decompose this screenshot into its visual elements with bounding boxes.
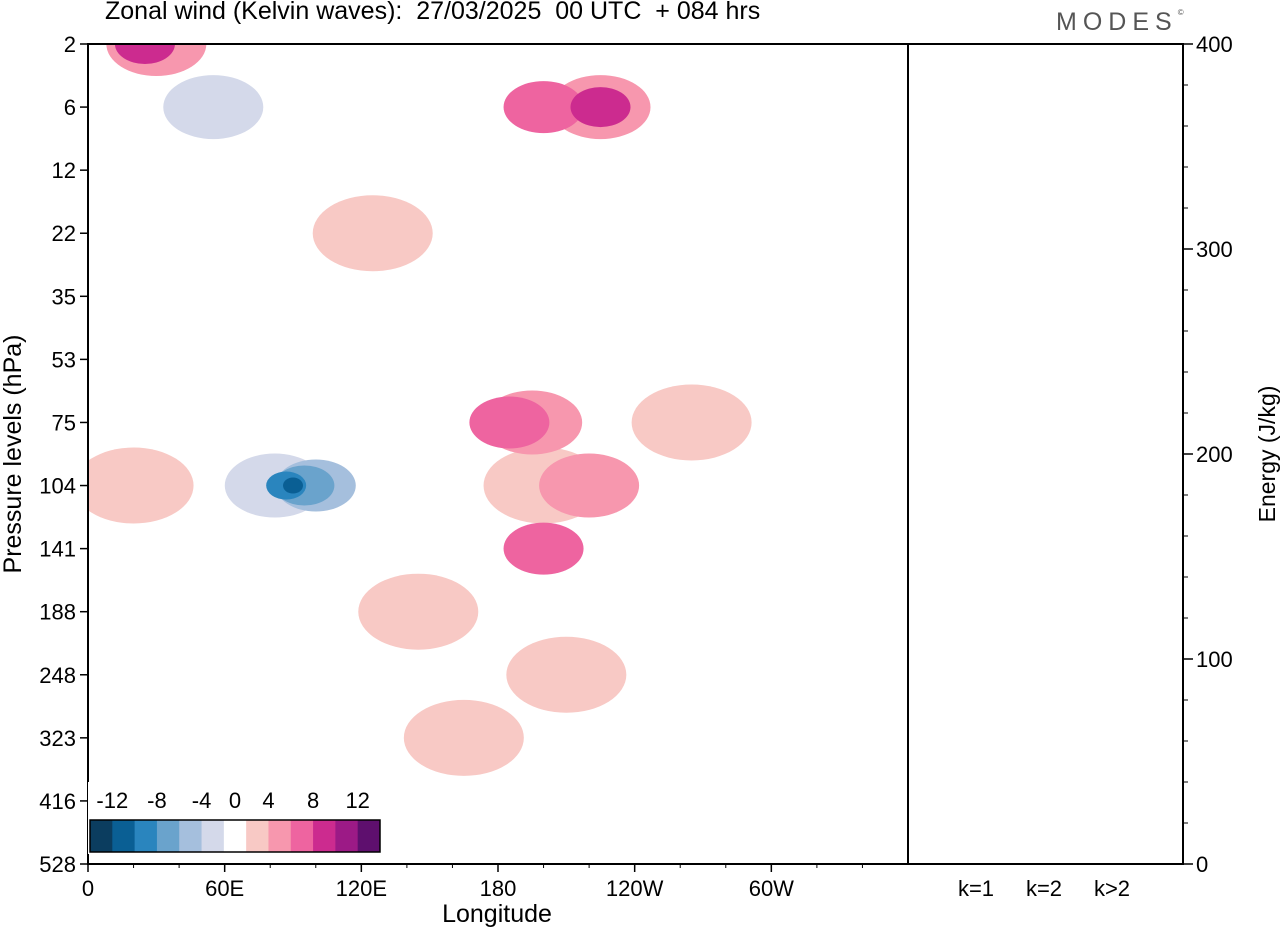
colorbar-swatch [156,820,180,852]
colorbar-swatch [313,820,336,852]
heatmap-cell [278,636,399,713]
y-tick-label: 141 [39,537,76,562]
heatmap-cell [403,699,524,776]
colorbar-label: -12 [96,788,128,813]
y-tick-label: 248 [39,663,76,688]
y-tick-label: 35 [52,284,76,309]
colorbar-label: -8 [147,788,167,813]
energy-category-label: k>2 [1094,876,1130,901]
energy-frame [907,43,1184,865]
energy-bar [1090,863,1134,865]
heatmap-cell [503,522,584,575]
heatmap-cell [187,510,308,587]
chart-title: Zonal wind (Kelvin waves): 27/03/2025 00… [105,0,761,25]
energy-tick-label: 0 [1196,852,1208,877]
colorbar-label: 8 [307,788,319,813]
energy-tick-label: 100 [1196,647,1233,672]
colorbar-swatch [112,820,136,852]
y-tick-label: 188 [39,600,76,625]
colorbar-swatch [134,820,158,852]
heatmap-cell [283,477,303,494]
energy-tick-label: 300 [1196,237,1233,262]
x-tick-label: 120W [606,876,664,901]
heatmap-cell [88,447,194,524]
heatmap-cell [539,453,640,518]
brand-mark: © [1177,8,1184,17]
heatmap-field [88,44,877,776]
colorbar-label: 4 [262,788,274,813]
energy-category-label: k=2 [1026,876,1062,901]
heatmap-cell [358,573,479,650]
colorbar-swatch [201,820,225,852]
heatmap-cell [369,321,490,398]
heatmap-cell [756,573,877,650]
colorbar-swatch [223,820,247,852]
colorbar-swatch [335,820,359,852]
colorbar-swatch [290,820,314,852]
y-tick-label: 2 [64,32,76,57]
heatmap-cell [570,87,631,128]
colorbar-frame [89,819,381,853]
heatmap-cell [472,195,593,272]
heatmap-cell [114,44,175,64]
x-tick-label: 60W [749,876,794,901]
colorbar-swatch [90,820,113,852]
energy-tick-label: 200 [1196,442,1233,467]
y-tick-label: 6 [64,95,76,120]
colorbar-label: -4 [192,788,212,813]
y-tick-label: 75 [52,410,76,435]
x-axis-label: Longitude [442,900,552,928]
y-axis-label: Pressure levels (hPa) [0,335,27,574]
y-tick-label: 323 [39,726,76,751]
heatmap-cell [469,396,550,449]
colorbar-swatch [268,820,292,852]
x-tick-label: 0 [82,876,94,901]
heatmap-cell [503,81,584,134]
energy-bar [1022,863,1066,865]
colorbar-swatch [246,820,269,852]
x-tick-label: 60E [205,876,244,901]
colorbar-swatch [357,820,381,852]
energy-tick-label: 400 [1196,32,1233,57]
y-tick-label: 22 [52,221,76,246]
y-tick-label: 104 [39,474,76,499]
x-tick-label: 180 [480,876,517,901]
y-tick-label: 416 [39,789,76,814]
y-tick-label: 53 [52,347,76,372]
heatmap-cell [506,636,627,713]
energy-axis-label: Energy (J/kg) [1254,386,1280,523]
colorbar-label: 12 [345,788,369,813]
brand-logo: MODES© [1056,8,1184,37]
energy-category-label: k=1 [958,876,994,901]
heatmap-cell [163,75,264,140]
energy-bar [954,863,998,865]
colorbar-swatch [179,820,203,852]
colorbar-label: 0 [229,788,241,813]
y-tick-label: 528 [39,852,76,877]
heatmap-cell [301,384,422,461]
heatmap-cell [631,384,752,461]
brand-name: MODES [1056,8,1178,36]
x-tick-label: 120E [336,876,387,901]
heatmap-cell [312,195,433,272]
heatmap-cell [88,573,194,650]
y-tick-label: 12 [52,158,76,183]
